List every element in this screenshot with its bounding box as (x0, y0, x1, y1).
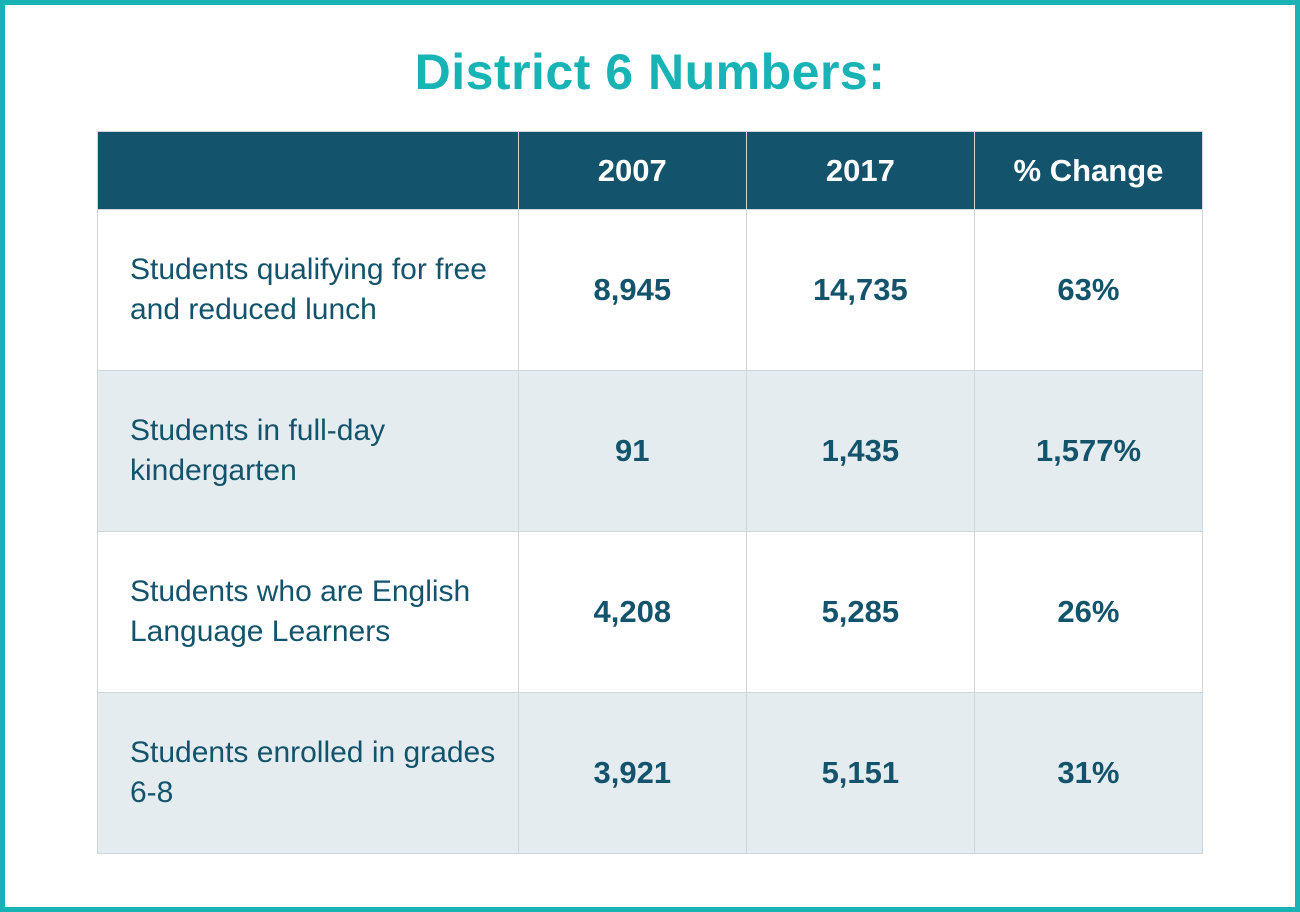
value-2007: 8,945 (518, 210, 746, 371)
value-change: 26% (974, 532, 1202, 693)
value-2017: 1,435 (746, 371, 974, 532)
value-2017: 5,285 (746, 532, 974, 693)
table-header-row: 2007 2017 % Change (98, 132, 1203, 210)
table-row: Students in full-day kindergarten 91 1,4… (98, 371, 1203, 532)
metric-label: Students who are English Language Learne… (98, 532, 519, 693)
table-row: Students qualifying for free and reduced… (98, 210, 1203, 371)
table-row: Students enrolled in grades 6-8 3,921 5,… (98, 693, 1203, 854)
value-change: 1,577% (974, 371, 1202, 532)
table-row: Students who are English Language Learne… (98, 532, 1203, 693)
data-table: 2007 2017 % Change Students qualifying f… (97, 131, 1203, 854)
page-title: District 6 Numbers: (97, 43, 1203, 101)
metric-label: Students in full-day kindergarten (98, 371, 519, 532)
metric-label: Students qualifying for free and reduced… (98, 210, 519, 371)
col-header-2017: 2017 (746, 132, 974, 210)
value-2017: 5,151 (746, 693, 974, 854)
col-header-change: % Change (974, 132, 1202, 210)
col-header-2007: 2007 (518, 132, 746, 210)
value-change: 31% (974, 693, 1202, 854)
frame: District 6 Numbers: 2007 2017 % Change S… (0, 0, 1300, 912)
value-change: 63% (974, 210, 1202, 371)
metric-label: Students enrolled in grades 6-8 (98, 693, 519, 854)
value-2017: 14,735 (746, 210, 974, 371)
col-header-metric (98, 132, 519, 210)
value-2007: 4,208 (518, 532, 746, 693)
value-2007: 3,921 (518, 693, 746, 854)
value-2007: 91 (518, 371, 746, 532)
